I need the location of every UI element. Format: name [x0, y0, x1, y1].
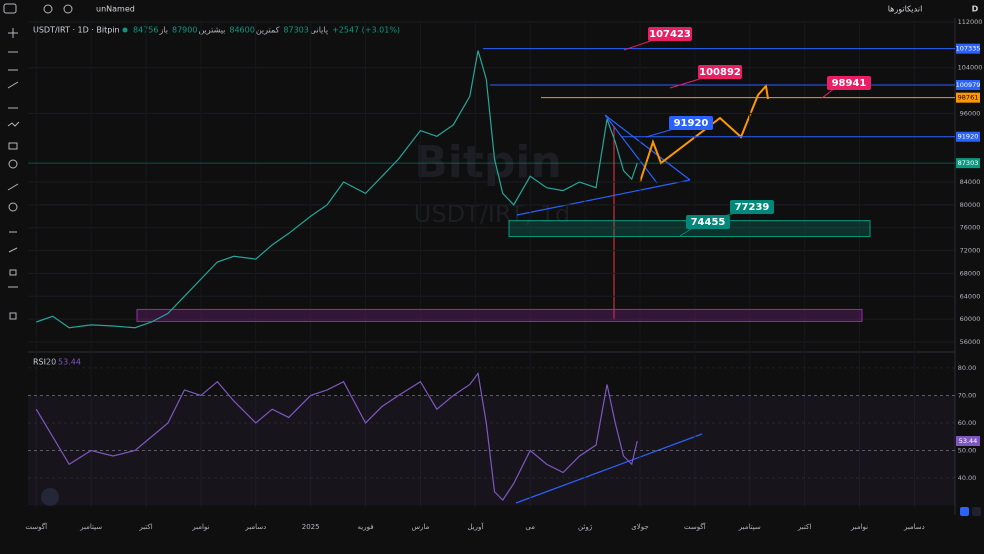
rsi-tick-label: 40.00 — [958, 474, 977, 482]
rsi-title: RSI — [33, 358, 46, 367]
status-dot — [122, 27, 128, 33]
rsi-tick-label: 50.00 — [958, 446, 977, 454]
x-tick-label: جولای — [631, 523, 648, 531]
rsi-badge — [956, 436, 980, 447]
annotation-label: 98941 — [832, 78, 867, 89]
annotation-label: 100892 — [699, 67, 741, 78]
x-tick-label: ژوئن — [578, 523, 593, 531]
price-badge-label: 91920 — [958, 133, 979, 141]
watermark-title: Bitpin — [414, 137, 562, 188]
annotation-label: 77239 — [735, 202, 770, 213]
x-tick-label: اکتبر — [138, 523, 152, 531]
price-badge-label: 100979 — [956, 81, 981, 89]
y-tick-label: 96000 — [960, 109, 981, 117]
camera-icon[interactable] — [3, 3, 17, 14]
annotation-box — [730, 200, 774, 214]
symbol: USDT/IRT · 1D · Bitpin — [33, 26, 120, 35]
y-tick-label: 64000 — [960, 292, 981, 300]
rsi-tick-label: 80.00 — [958, 364, 977, 372]
legend-value: 87303 — [283, 26, 308, 35]
price-badge-label: 87303 — [958, 159, 979, 167]
x-tick-label: دسامبر — [244, 523, 266, 531]
rsi-tick-label: 60.00 — [958, 419, 977, 427]
legend-label: باز — [158, 26, 168, 35]
annotation-label: 107423 — [649, 29, 691, 40]
left-toolbar[interactable] — [7, 28, 20, 320]
annotation-box — [686, 215, 730, 229]
rsi-badge-label: 53.44 — [959, 437, 978, 445]
legend-value: 87900 — [172, 26, 197, 35]
interval-button[interactable]: D — [972, 5, 979, 14]
x-tick-label: فوریه — [358, 523, 374, 531]
series-line — [36, 50, 638, 329]
x-tick-label: دسامبر — [903, 523, 925, 531]
auto-scale[interactable] — [960, 507, 969, 516]
series-line — [35, 371, 638, 501]
price-badge-label: 107335 — [956, 45, 981, 53]
annotation-box — [648, 27, 692, 41]
zone — [136, 308, 863, 322]
layout-name[interactable]: unNamed — [96, 5, 135, 14]
price-badge — [956, 79, 980, 90]
indicators-button[interactable]: اندیکاتورها — [888, 5, 923, 14]
rsi-tick-label: 70.00 — [958, 391, 977, 399]
rsi-trend-line — [515, 433, 703, 504]
trend-line — [516, 179, 691, 216]
rsi-value: 53.44 — [58, 358, 81, 367]
projection-path — [639, 83, 769, 183]
x-tick-label: آگوست — [25, 522, 48, 531]
x-tick-label: آوریل — [467, 522, 484, 531]
legend-change: +2547 (+3.01%) — [332, 26, 400, 35]
x-tick-label: آگوست — [684, 522, 707, 531]
legend-label: بیشترین — [198, 26, 225, 35]
y-tick-label: 112000 — [958, 18, 983, 26]
y-tick-label: 80000 — [960, 201, 981, 209]
y-tick-label: 56000 — [960, 338, 981, 346]
x-tick-label: مارس — [412, 523, 430, 531]
log-scale[interactable] — [972, 507, 981, 516]
replay-button[interactable] — [41, 488, 59, 506]
x-tick-label: 2025 — [302, 523, 320, 531]
price-badge — [956, 43, 980, 54]
price-badge — [956, 131, 980, 142]
annotation-label: 91920 — [674, 118, 709, 129]
legend: USDT/IRT · 1D · Bitpin84756باز87900بیشتر… — [33, 26, 400, 35]
annotation-label: 74455 — [691, 217, 726, 228]
annotation-box — [669, 116, 713, 130]
x-tick-label: می — [525, 523, 535, 531]
x-tick-label: سپتامبر — [79, 523, 102, 531]
x-tick-label: اکتبر — [797, 523, 811, 531]
price-badge-label: 98761 — [958, 94, 979, 102]
settings-icon[interactable] — [43, 4, 53, 14]
annotation-box — [827, 76, 871, 90]
y-tick-label: 76000 — [960, 224, 981, 232]
search-icon[interactable] — [63, 4, 73, 14]
y-tick-label: 60000 — [960, 315, 981, 323]
x-tick-label: نوامبر — [191, 523, 209, 531]
x-tick-label: نوامبر — [850, 523, 868, 531]
top-toolbar[interactable]: unNamed اندیکاتورها D — [3, 3, 979, 14]
rsi-length: 20 — [46, 358, 56, 367]
price-badge — [956, 158, 980, 169]
legend-label: پایانی — [310, 26, 328, 35]
drawing-tools[interactable] — [7, 28, 20, 320]
x-tick-label: سپتامبر — [738, 523, 761, 531]
y-tick-label: 72000 — [960, 247, 981, 255]
annotation-box — [698, 65, 742, 79]
y-tick-label: 84000 — [960, 178, 981, 186]
price-badge — [956, 92, 980, 103]
legend-value: 84600 — [229, 26, 254, 35]
y-tick-label: 68000 — [960, 269, 981, 277]
legend-label: کمترین — [256, 26, 280, 35]
y-tick-label: 104000 — [958, 64, 983, 72]
